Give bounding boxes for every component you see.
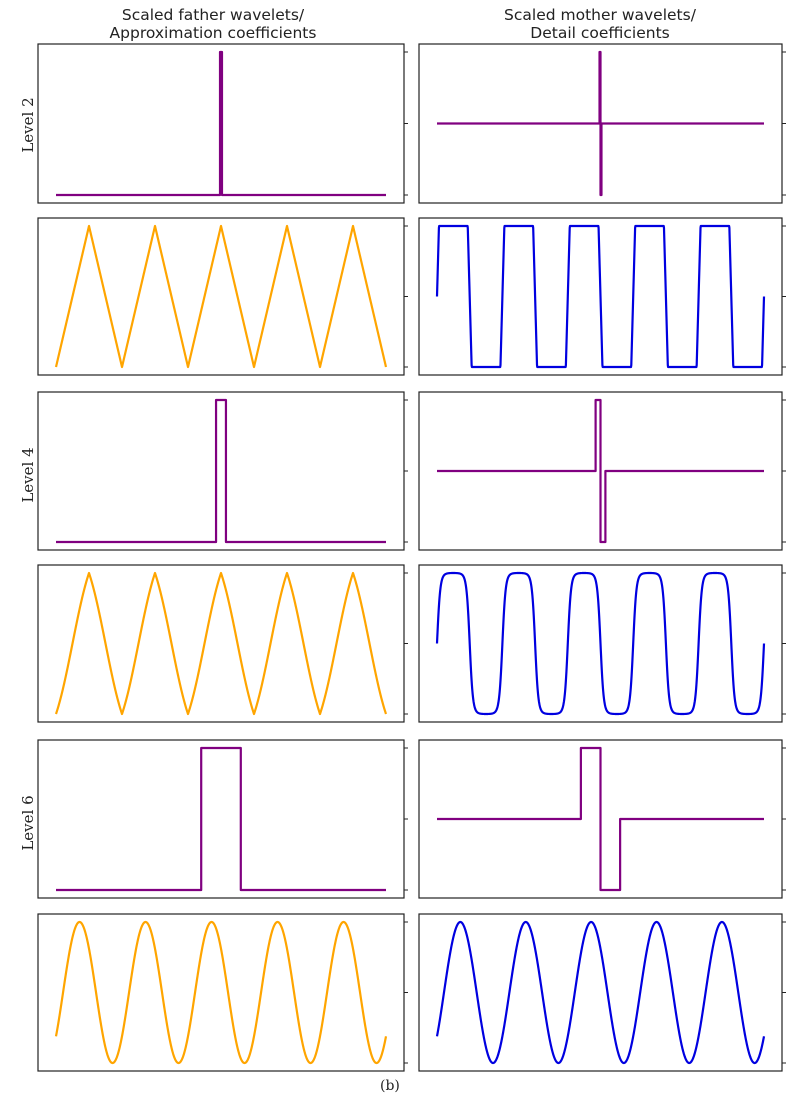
mother-level-4-panel: [418, 391, 786, 551]
column-title-mother-line-1: Scaled mother wavelets/: [504, 6, 696, 24]
mother-level-2-line: [437, 50, 764, 197]
approx-coefficients-level-6-frame: [37, 913, 405, 1072]
column-title-mother: Scaled mother wavelets/ Detail coefficie…: [418, 6, 782, 42]
column-title-father: Scaled father wavelets/ Approximation co…: [38, 6, 388, 42]
detail-coefficients-level-2-frame: [418, 217, 783, 376]
detail-coefficients-level-2-panel: [418, 217, 786, 376]
detail-coefficients-level-4-frame: [418, 564, 783, 723]
approx-coefficients-level-4-line: [54, 571, 388, 716]
detail-coefficients-level-4-line: [435, 571, 766, 716]
approx-coefficients-level-2-frame: [37, 217, 405, 376]
mother-level-6-panel: [418, 739, 786, 899]
detail-coefficients-level-6-panel: [418, 913, 786, 1072]
father-level-4-line: [56, 398, 386, 544]
column-title-father-line-1: Scaled father wavelets/: [121, 6, 305, 24]
column-title-mother-line-2: Detail coefficients: [530, 24, 670, 42]
father-level-6-frame: [37, 739, 405, 899]
detail-coefficients-level-6-frame: [418, 913, 783, 1072]
father-level-6-panel: [37, 739, 408, 899]
father-level-4-panel: [37, 391, 408, 551]
father-level-2-panel: [37, 43, 408, 204]
detail-coefficients-level-4-panel: [418, 564, 786, 723]
approx-coefficients-level-2-panel: [37, 217, 408, 376]
father-level-2-frame: [37, 43, 405, 204]
mother-level-4-line: [437, 398, 764, 544]
detail-coefficients-level-6-line: [435, 920, 766, 1065]
approx-coefficients-level-2-line: [54, 224, 388, 369]
figure-caption: (b): [380, 1078, 400, 1094]
mother-level-6-line: [437, 746, 764, 892]
approx-coefficients-level-4-frame: [37, 564, 405, 723]
detail-coefficients-level-2-line: [435, 224, 766, 369]
column-title-father-line-2: Approximation coefficients: [109, 24, 317, 42]
approx-coefficients-level-4-panel: [37, 564, 408, 723]
mother-level-4-frame: [418, 391, 783, 551]
mother-level-2-frame: [418, 43, 783, 204]
father-level-6-line: [56, 746, 386, 892]
mother-level-2-panel: [418, 43, 786, 204]
father-level-4-frame: [37, 391, 405, 551]
approx-coefficients-level-6-panel: [37, 913, 408, 1072]
mother-level-6-frame: [418, 739, 783, 899]
approx-coefficients-level-6-line: [54, 920, 388, 1065]
father-level-2-line: [56, 50, 386, 197]
